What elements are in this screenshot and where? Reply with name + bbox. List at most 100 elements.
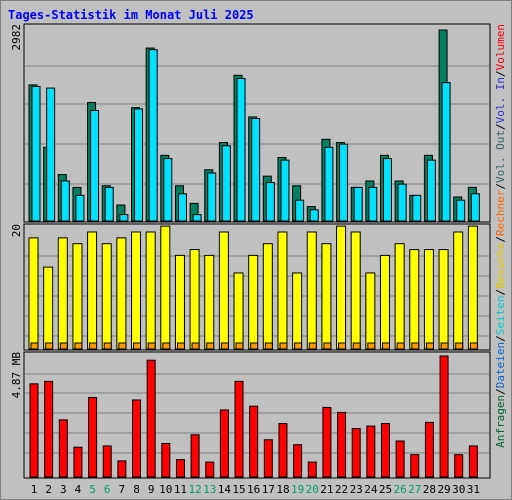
bar-volumen — [410, 454, 420, 478]
legend-seiten: Seiten — [494, 296, 507, 336]
x-tick-label: 24 — [364, 483, 378, 496]
bar-dateien — [280, 159, 290, 222]
bar-rechner — [411, 342, 420, 350]
bar-rechner — [89, 342, 98, 350]
bar-rechner — [133, 342, 142, 350]
bar-besuche — [438, 249, 449, 350]
bar-rechner — [220, 342, 229, 350]
bar-volumen — [322, 406, 332, 478]
bar-volumen — [146, 359, 156, 478]
hits-max-label: 2982 — [10, 24, 23, 51]
bar-volumen — [278, 423, 288, 478]
bar-rechner — [396, 342, 405, 350]
bar-volumen — [175, 459, 185, 478]
bar-dateien — [382, 158, 392, 222]
bar-dateien — [148, 49, 158, 222]
bar-besuche — [248, 254, 259, 350]
bar-besuche — [233, 272, 244, 350]
bar-rechner — [352, 342, 361, 350]
bar-besuche — [467, 225, 478, 350]
bar-dateien — [31, 85, 41, 222]
bar-dateien — [163, 158, 173, 222]
bar-besuche — [189, 249, 200, 350]
bar-volumen — [132, 399, 142, 478]
bar-volumen — [73, 446, 83, 478]
bar-volumen — [263, 439, 273, 478]
x-tick-label: 22 — [335, 483, 348, 496]
visits-max-label: 20 — [10, 224, 23, 237]
bar-rechner — [425, 342, 434, 350]
bar-volumen — [190, 434, 200, 478]
bar-volumen — [380, 423, 390, 478]
bar-volumen — [161, 442, 171, 478]
x-tick-label: 10 — [159, 483, 172, 496]
bar-volumen — [307, 461, 317, 478]
bar-rechner — [308, 342, 317, 350]
x-tick-label: 16 — [247, 483, 260, 496]
bar-dateien — [119, 214, 129, 222]
x-tick-label: 14 — [218, 483, 232, 496]
bar-rechner — [455, 342, 464, 350]
bar-dateien — [412, 194, 422, 222]
bar-dateien — [251, 118, 261, 222]
bar-dateien — [207, 172, 217, 222]
bar-volumen — [366, 425, 376, 478]
bar-besuche — [379, 254, 390, 350]
bar-rechner — [469, 342, 478, 350]
bar-besuche — [131, 231, 142, 350]
bar-besuche — [160, 225, 171, 350]
x-tick-label: 3 — [60, 483, 67, 496]
x-tick-label: 12 — [188, 483, 201, 496]
bar-besuche — [277, 231, 288, 350]
x-tick-label: 2 — [45, 483, 52, 496]
legend-dateien: Dateien — [494, 342, 507, 388]
x-tick-label: 26 — [394, 483, 407, 496]
bar-rechner — [367, 342, 376, 350]
bar-volumen — [219, 409, 229, 478]
bar-rechner — [176, 342, 185, 350]
bar-volumen — [351, 428, 361, 478]
bar-volumen — [337, 411, 347, 478]
bar-dateien — [134, 108, 144, 222]
chart-title: Tages-Statistik im Monat Juli 2025 — [8, 8, 254, 22]
bar-besuche — [116, 237, 127, 350]
bar-rechner — [30, 342, 39, 350]
x-tick-label: 5 — [89, 483, 96, 496]
bar-besuche — [409, 249, 420, 350]
legend-rechner: Rechner — [494, 189, 507, 236]
bar-dateien — [456, 199, 466, 222]
bar-besuche — [336, 225, 347, 350]
bar-dateien — [309, 209, 319, 222]
bar-besuche — [306, 231, 317, 350]
bar-rechner — [206, 342, 215, 350]
x-tick-label: 25 — [379, 483, 392, 496]
bar-dateien — [353, 186, 363, 222]
bar-rechner — [191, 342, 200, 350]
x-tick-label: 13 — [203, 483, 216, 496]
bar-dateien — [46, 87, 56, 222]
bar-dateien — [265, 182, 275, 222]
hits-legend: Anfragen/Dateien/Seiten/Besuche/Rechner/… — [494, 24, 507, 448]
bar-volumen — [234, 380, 244, 478]
bar-rechner — [279, 342, 288, 350]
x-tick-label: 21 — [320, 483, 333, 496]
volume-max-label: 4.87 MB — [10, 352, 23, 399]
bar-besuche — [101, 243, 112, 350]
x-tick-label: 1 — [31, 483, 38, 496]
x-tick-label: 7 — [119, 483, 126, 496]
bar-dateien — [397, 183, 407, 222]
bar-rechner — [235, 342, 244, 350]
bar-besuche — [321, 243, 332, 350]
x-tick-label: 15 — [232, 483, 245, 496]
legend-anfragen: Anfragen — [494, 395, 507, 448]
bar-besuche — [262, 243, 273, 350]
bar-dateien — [177, 193, 187, 222]
bar-volumen — [468, 445, 478, 478]
bar-dateien — [90, 110, 100, 222]
legend-besuche: Besuche — [494, 243, 507, 289]
x-tick-label: 18 — [276, 483, 289, 496]
bar-besuche — [72, 243, 83, 350]
bar-rechner — [440, 342, 449, 350]
bar-rechner — [323, 342, 332, 350]
bar-dateien — [324, 146, 334, 222]
